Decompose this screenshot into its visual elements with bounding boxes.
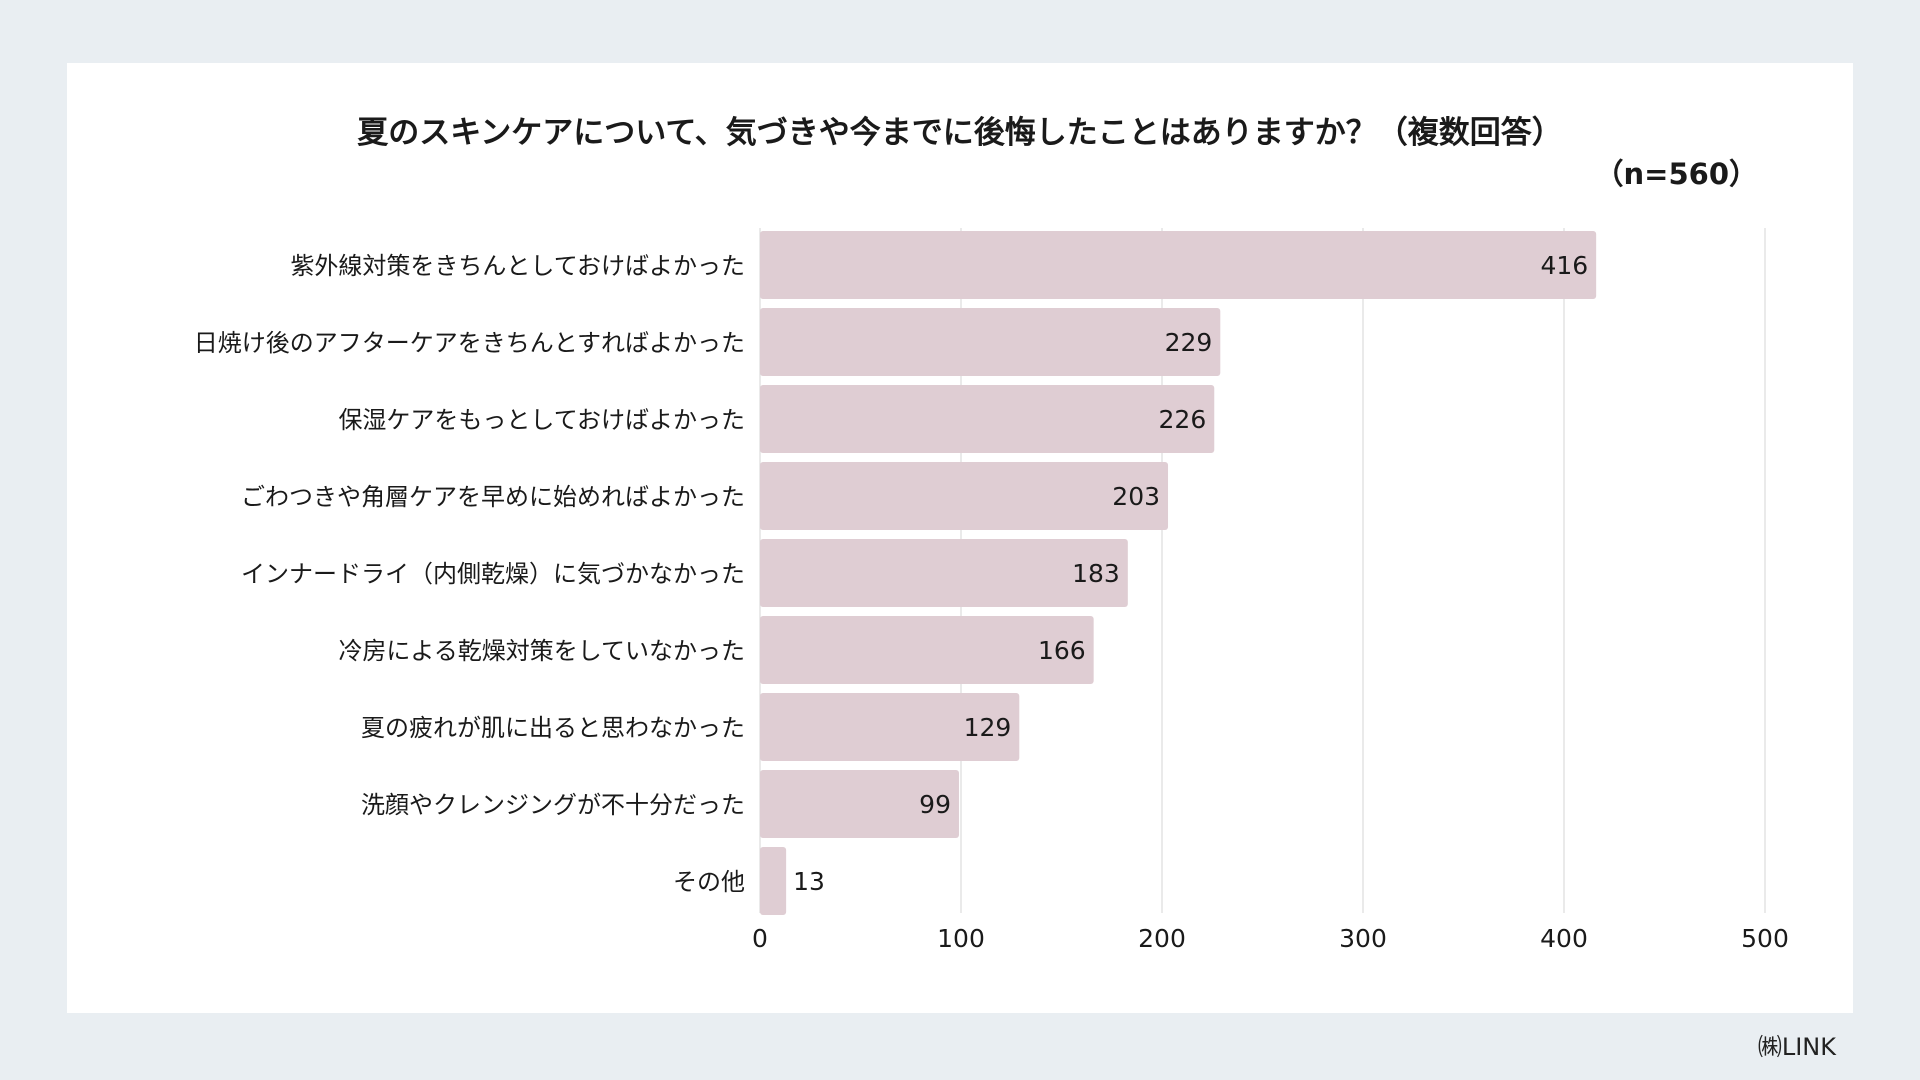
- category-label: 夏の疲れが肌に出ると思わなかった: [361, 714, 745, 742]
- data-label: 99: [919, 790, 951, 819]
- bar: [760, 385, 1215, 453]
- data-label: 13: [793, 867, 825, 896]
- bar: [760, 693, 1020, 761]
- category-label: 日焼け後のアフターケアをきちんとすればよかった: [194, 329, 745, 357]
- credit-label: ㈱LINK: [1757, 1033, 1836, 1061]
- x-tick-label: 0: [752, 924, 768, 953]
- bar: [760, 308, 1221, 376]
- category-label: 紫外線対策をきちんとしておけばよかった: [290, 252, 745, 280]
- category-label: その他: [673, 868, 745, 896]
- bar: [760, 462, 1169, 530]
- x-tick-label: 400: [1540, 924, 1588, 953]
- data-label: 203: [1112, 482, 1160, 511]
- x-tick-label: 500: [1741, 924, 1789, 953]
- category-label: 冷房による乾燥対策をしていなかった: [338, 637, 745, 665]
- chart-card: 夏のスキンケアについて、気づきや今までに後悔したことはありますか？（複数回答） …: [67, 63, 1853, 1013]
- x-tick-label: 200: [1138, 924, 1186, 953]
- data-label: 416: [1540, 251, 1588, 280]
- data-label: 129: [964, 713, 1012, 742]
- bar: [760, 539, 1128, 607]
- data-label: 166: [1038, 636, 1086, 665]
- category-label: ごわつきや角層ケアを早めに始めればよかった: [241, 483, 745, 511]
- category-label: インナードライ（内側乾燥）に気づかなかった: [241, 560, 745, 588]
- category-label: 洗顔やクレンジングが不十分だった: [361, 791, 745, 819]
- x-tick-label: 300: [1339, 924, 1387, 953]
- sample-size-label: （n=560）: [1594, 157, 1758, 191]
- category-label: 保湿ケアをもっとしておけばよかった: [338, 406, 745, 434]
- bar: [760, 770, 959, 838]
- bar: [760, 847, 787, 915]
- data-label: 183: [1072, 559, 1120, 588]
- bar: [760, 616, 1094, 684]
- data-label: 229: [1165, 328, 1213, 357]
- bar: [760, 231, 1597, 299]
- data-label: 226: [1159, 405, 1207, 434]
- chart-title: 夏のスキンケアについて、気づきや今までに後悔したことはありますか？（複数回答）: [357, 115, 1563, 151]
- x-tick-label: 100: [937, 924, 985, 953]
- bar-chart: 0 100 200 300 400 500 紫外線対策をきちんとしておけばよかった 416 日焼…: [194, 228, 1789, 953]
